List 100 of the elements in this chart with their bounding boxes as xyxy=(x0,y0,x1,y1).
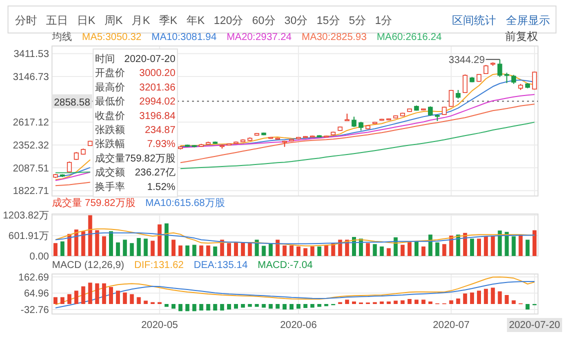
bar xyxy=(88,215,92,256)
series-label: 成交量 759.82万股 xyxy=(52,197,136,209)
annotation: 收盘价 xyxy=(95,110,126,122)
text: 1分 xyxy=(374,15,392,27)
bar xyxy=(234,242,238,256)
bar xyxy=(81,286,86,304)
bar xyxy=(144,238,148,256)
bar xyxy=(227,304,232,310)
bar xyxy=(338,240,342,256)
bar xyxy=(518,234,523,256)
bar xyxy=(476,238,481,256)
annotation: 张跌额 xyxy=(95,124,126,136)
bar xyxy=(526,240,530,256)
y-tick-label: 601.91万 xyxy=(8,231,49,242)
bar xyxy=(386,248,391,256)
bar xyxy=(206,245,210,256)
bar xyxy=(234,304,238,309)
bar xyxy=(164,304,169,307)
y-tick-label: 64.96 xyxy=(24,288,50,300)
line-series xyxy=(54,228,536,246)
legend-title: MACD (12,26,9) xyxy=(52,260,124,271)
series-label: DEA:135.14 xyxy=(194,260,248,271)
bar xyxy=(470,238,474,256)
text: 60分 xyxy=(252,15,276,27)
y-tick-label: 0.00 xyxy=(30,252,50,262)
bar xyxy=(213,246,218,256)
candlestick xyxy=(504,72,510,84)
candlestick xyxy=(497,58,502,78)
text: 日K xyxy=(77,15,96,27)
legend-title: 均线 xyxy=(51,31,72,43)
annotation: 2020-07-20 xyxy=(124,54,176,65)
text: 全屏显示 xyxy=(506,15,550,27)
text: 120分 xyxy=(214,15,244,27)
bar xyxy=(95,283,100,304)
bar xyxy=(400,300,405,304)
annotation: 开盘价 xyxy=(95,67,126,80)
bar xyxy=(150,240,155,256)
annotation: 3201.36 xyxy=(139,82,176,94)
line-series xyxy=(54,232,536,244)
text: 五日 xyxy=(46,15,68,27)
bar xyxy=(512,300,516,304)
bar xyxy=(192,244,196,256)
candlestick xyxy=(352,116,356,128)
annotation: 3196.84 xyxy=(139,110,176,122)
bar xyxy=(476,290,481,304)
bar xyxy=(164,223,169,256)
y-tick-label: 162.69 xyxy=(18,272,50,284)
bar xyxy=(400,244,405,256)
bar xyxy=(192,304,196,312)
bar xyxy=(178,245,182,256)
bar xyxy=(414,241,418,256)
bar xyxy=(310,304,314,308)
bar xyxy=(116,242,120,256)
bar xyxy=(144,300,148,304)
bar xyxy=(254,304,259,307)
bar xyxy=(213,304,218,310)
bar xyxy=(74,230,78,256)
bar xyxy=(449,300,454,304)
y-tick-label: 2352.32 xyxy=(12,140,50,152)
bar xyxy=(276,304,280,309)
bar xyxy=(282,245,287,256)
bar xyxy=(512,236,516,256)
bar xyxy=(109,287,114,304)
bar xyxy=(240,304,245,308)
bar xyxy=(366,243,370,256)
annotation: 最高价 xyxy=(95,81,126,94)
bar xyxy=(262,246,266,256)
bar xyxy=(199,245,204,256)
bar xyxy=(74,290,78,304)
bar xyxy=(185,245,190,256)
x-tick-label: 2020-05 xyxy=(141,320,178,331)
text: MA30:2825.93 xyxy=(302,32,368,43)
bar xyxy=(290,245,294,256)
bar xyxy=(262,304,266,308)
text: MA60:2616.24 xyxy=(376,32,442,43)
bar xyxy=(380,246,384,256)
bar xyxy=(60,297,64,304)
annotation: 3000.20 xyxy=(139,68,176,80)
annotation: 成交量 xyxy=(95,152,126,164)
bar xyxy=(484,288,488,304)
bar xyxy=(394,300,398,304)
text: 季K xyxy=(159,14,178,27)
x-tick-label: 2020-06 xyxy=(280,320,318,331)
text: 周K xyxy=(104,15,124,27)
bar xyxy=(102,283,106,304)
bar xyxy=(227,243,232,256)
bar xyxy=(442,244,446,256)
candlestick xyxy=(448,89,454,108)
text: 前复权 xyxy=(505,31,538,43)
bar xyxy=(178,304,182,312)
bar xyxy=(130,243,134,256)
bar xyxy=(526,304,530,310)
bar xyxy=(53,243,58,256)
candlestick xyxy=(532,71,537,90)
candlestick xyxy=(428,106,433,116)
line-series xyxy=(54,280,536,308)
text: 月K xyxy=(132,15,151,27)
line-series xyxy=(54,276,536,306)
text: 30分 xyxy=(284,15,308,27)
bar xyxy=(282,304,287,310)
